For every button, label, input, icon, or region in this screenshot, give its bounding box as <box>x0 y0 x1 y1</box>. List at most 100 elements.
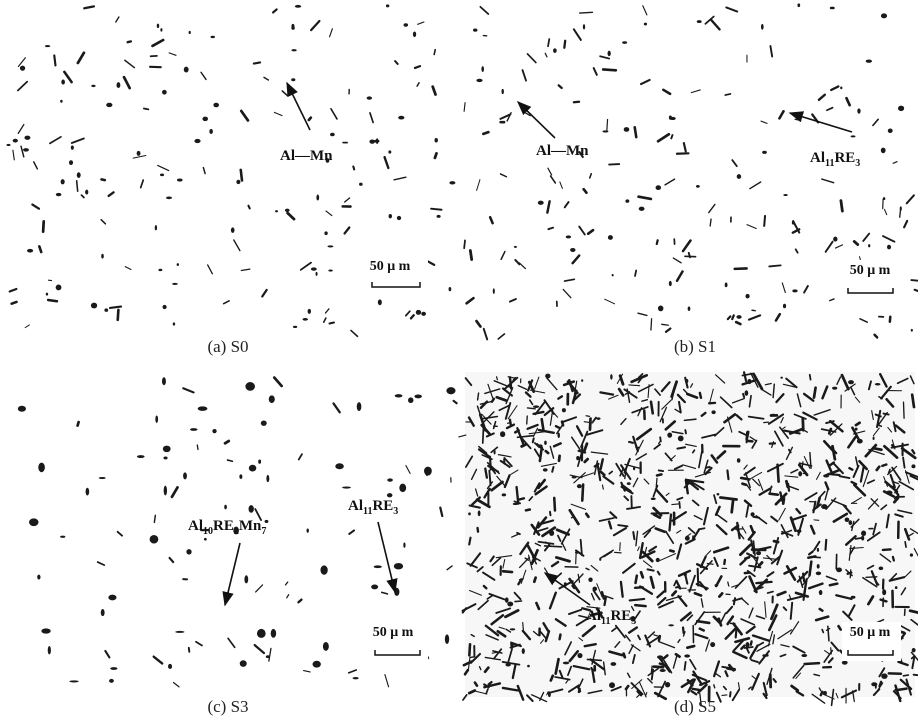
particle <box>395 61 398 64</box>
particle <box>12 302 17 304</box>
particle <box>213 103 219 108</box>
particle <box>424 467 432 476</box>
particle <box>91 85 95 87</box>
label-part: Al—Mn <box>536 143 589 159</box>
particle <box>666 328 670 331</box>
particle <box>446 387 455 394</box>
particle <box>25 325 29 328</box>
particle <box>515 260 519 264</box>
particle <box>382 592 388 594</box>
particle <box>85 190 88 195</box>
particle <box>635 270 636 275</box>
particle <box>291 78 295 81</box>
particle <box>261 420 267 425</box>
particle <box>345 198 350 202</box>
particle <box>769 265 780 266</box>
particle <box>109 192 114 196</box>
particle <box>116 17 119 22</box>
particle <box>641 80 650 84</box>
particle <box>665 179 675 185</box>
particle <box>144 109 149 110</box>
particle <box>533 438 534 442</box>
particle <box>607 119 608 131</box>
particle <box>893 162 897 164</box>
particle <box>224 301 229 304</box>
particle <box>710 642 715 647</box>
particle <box>18 82 27 91</box>
particle <box>27 249 33 253</box>
particle <box>323 642 329 651</box>
particle <box>43 221 44 231</box>
label-part: RE <box>213 518 234 534</box>
particle <box>722 695 727 696</box>
particle <box>225 441 229 443</box>
particle <box>189 648 190 652</box>
particle <box>879 567 884 571</box>
particle <box>78 422 79 425</box>
particle <box>817 564 820 568</box>
particle <box>544 441 547 445</box>
particle <box>177 263 179 266</box>
particle <box>445 634 449 644</box>
particle <box>48 300 57 301</box>
particle <box>288 213 294 219</box>
arrow <box>518 102 555 138</box>
particle <box>830 7 835 10</box>
particle <box>551 676 553 681</box>
particle <box>792 289 797 292</box>
particle <box>108 595 116 601</box>
particle <box>560 182 563 189</box>
particle <box>850 570 851 578</box>
particle <box>18 125 24 134</box>
particle <box>691 90 700 93</box>
particle <box>610 374 612 380</box>
particle <box>449 181 455 184</box>
panel-caption: (d) S5 <box>674 697 716 716</box>
particle <box>545 53 547 57</box>
particle <box>732 315 734 319</box>
particle <box>826 242 833 252</box>
particle <box>827 108 833 111</box>
particle <box>39 246 41 252</box>
particle <box>398 116 404 120</box>
particle <box>295 5 301 8</box>
particle <box>745 390 749 396</box>
scale-label: 50 μ m <box>370 259 411 274</box>
phase-label: Al11RE3 <box>348 498 398 517</box>
particle <box>510 642 514 647</box>
particle <box>335 463 343 469</box>
particle <box>849 468 852 470</box>
particle <box>166 196 172 199</box>
particle <box>480 7 488 14</box>
particle <box>651 319 652 330</box>
particle <box>110 307 121 308</box>
particle <box>534 578 535 582</box>
particle <box>34 162 38 169</box>
particle <box>770 494 778 495</box>
particle <box>559 85 562 88</box>
particle <box>493 288 495 294</box>
particle <box>873 119 878 125</box>
particle <box>657 240 658 244</box>
particle <box>605 299 615 304</box>
particle <box>822 179 834 183</box>
particle <box>629 385 640 386</box>
particle <box>743 394 744 397</box>
particle <box>370 113 373 123</box>
particle <box>501 252 505 260</box>
particle <box>158 165 169 170</box>
particle <box>414 394 422 398</box>
particle <box>485 469 487 478</box>
particle <box>394 563 403 569</box>
phase-label: Al11RE3 <box>810 150 860 169</box>
particle <box>779 111 783 118</box>
particle <box>609 682 615 688</box>
particle <box>669 116 672 120</box>
particle <box>239 474 242 479</box>
particle <box>141 180 144 188</box>
particle <box>228 638 235 647</box>
particle <box>173 682 179 686</box>
particle <box>697 621 709 623</box>
particle <box>736 630 737 637</box>
subscript: 11 <box>363 506 372 517</box>
